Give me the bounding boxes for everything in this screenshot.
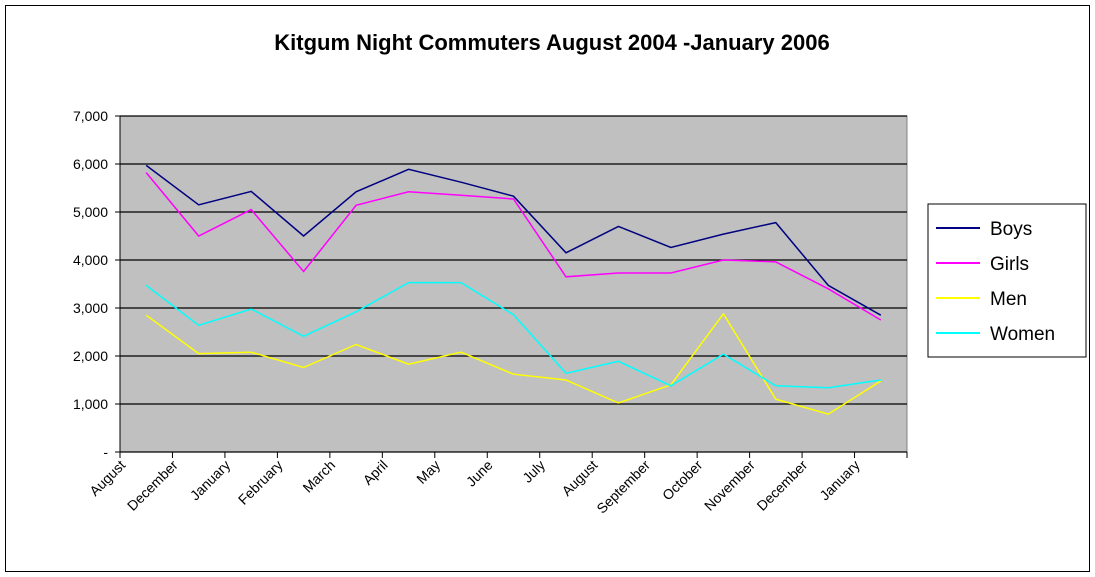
legend-box <box>927 203 1087 358</box>
plot-area <box>119 115 908 453</box>
series-line <box>145 164 882 316</box>
y-tick-label: 3,000 <box>73 300 108 316</box>
y-tick-label: 6,000 <box>73 156 108 172</box>
series-line <box>145 172 882 321</box>
legend-label: Girls <box>990 254 1029 275</box>
series-line <box>145 281 881 389</box>
y-tick-label: 4,000 <box>73 252 108 268</box>
legend-label: Boys <box>990 219 1032 240</box>
series-line <box>145 312 882 415</box>
y-tick-label: 7,000 <box>73 108 108 124</box>
chart-title: Kitgum Night Commuters August 2004 -Janu… <box>274 30 829 55</box>
y-tick-label: 5,000 <box>73 204 108 220</box>
legend-label: Women <box>990 324 1055 345</box>
legend-label: Men <box>990 289 1027 310</box>
y-tick-label: 1,000 <box>73 396 108 412</box>
y-tick-label: - <box>103 444 108 460</box>
y-tick-label: 2,000 <box>73 348 108 364</box>
